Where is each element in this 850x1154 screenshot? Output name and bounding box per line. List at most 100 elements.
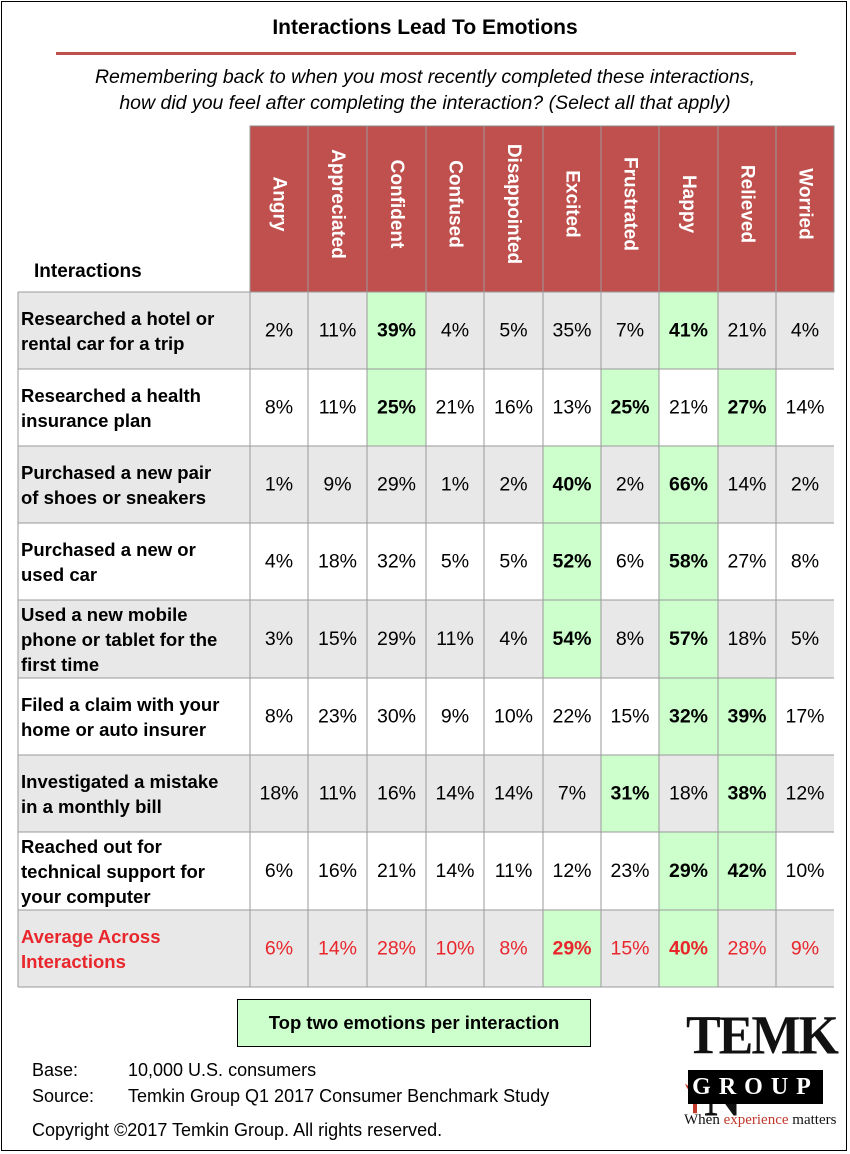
- average-value-cell: 6%: [265, 938, 293, 960]
- question-line-1: Remembering back to when you most recent…: [94, 66, 756, 88]
- base-value: 10,000 U.S. consumers: [128, 1060, 317, 1080]
- top-emotion-highlight: [367, 292, 426, 369]
- value-cell: 3%: [265, 628, 293, 650]
- logo-tagline: When experience matters: [684, 1112, 837, 1128]
- label-line: Researched a hotel or: [21, 307, 215, 329]
- average-value-cell: 29%: [552, 938, 591, 960]
- label-line: rental car for a trip: [21, 332, 185, 354]
- value-cell: 7%: [558, 783, 586, 805]
- column-header-cell: [308, 126, 367, 292]
- top-emotion-highlight: [659, 523, 718, 600]
- column-header-cell: [776, 126, 834, 292]
- value-cell: 41%: [669, 320, 708, 342]
- interaction-label: Used a new mobile phone or tablet for the…: [21, 602, 253, 677]
- value-cell: 54%: [552, 628, 591, 650]
- value-cell: 14%: [435, 860, 474, 882]
- column-header-frustrated: Frustrated: [620, 157, 641, 251]
- logo-group-text: GROUP: [692, 1074, 819, 1100]
- value-cell: 12%: [785, 783, 824, 805]
- label-line: Reached out for: [21, 835, 162, 857]
- value-cell: 14%: [727, 474, 766, 496]
- average-value-cell: 28%: [377, 938, 416, 960]
- column-header-cell: [601, 126, 659, 292]
- interaction-label: Researched a health insurance plan: [21, 383, 253, 433]
- base-label: Base:: [32, 1060, 79, 1080]
- source-value: Temkin Group Q1 2017 Consumer Benchmark …: [128, 1086, 550, 1106]
- value-cell: 31%: [610, 783, 649, 805]
- value-cell: 11%: [495, 860, 533, 882]
- top-emotion-highlight: [718, 678, 776, 755]
- question-line-2: how did you feel after completing the in…: [119, 92, 731, 114]
- value-cell: 21%: [727, 320, 766, 342]
- top-emotion-highlight: [659, 678, 718, 755]
- column-header-cell: [659, 126, 718, 292]
- value-cell: 15%: [610, 706, 649, 728]
- legend-top-two: Top two emotions per interaction: [237, 999, 591, 1047]
- average-value-cell: 15%: [610, 938, 649, 960]
- value-cell: 7%: [616, 320, 644, 342]
- column-header-worried: Worried: [795, 168, 816, 239]
- column-header-relieved: Relieved: [737, 165, 758, 243]
- value-cell: 8%: [616, 628, 644, 650]
- average-value-cell: 9%: [791, 938, 819, 960]
- value-cell: 35%: [552, 320, 591, 342]
- value-cell: 16%: [494, 397, 533, 419]
- value-cell: 22%: [552, 706, 591, 728]
- value-cell: 27%: [727, 551, 766, 573]
- interaction-label: Purchased a new or used car: [21, 537, 253, 587]
- value-cell: 1%: [265, 474, 293, 496]
- value-cell: 8%: [265, 706, 293, 728]
- value-cell: 18%: [727, 628, 766, 650]
- value-cell: 66%: [669, 474, 708, 496]
- value-cell: 1%: [441, 474, 469, 496]
- value-cell: 11%: [319, 397, 357, 419]
- value-cell: 11%: [319, 320, 357, 342]
- value-cell: 32%: [669, 706, 708, 728]
- top-emotion-highlight: [659, 292, 718, 369]
- value-cell: 29%: [377, 474, 416, 496]
- value-cell: 2%: [791, 474, 819, 496]
- value-cell: 23%: [610, 860, 649, 882]
- value-cell: 14%: [494, 783, 533, 805]
- value-cell: 29%: [669, 860, 708, 882]
- value-cell: 16%: [377, 783, 416, 805]
- value-cell: 39%: [377, 320, 416, 342]
- interaction-label: Reached out for technical support for your…: [21, 834, 253, 909]
- top-emotion-highlight: [543, 523, 601, 600]
- value-cell: 11%: [319, 783, 357, 805]
- top-emotion-highlight: [659, 832, 718, 910]
- value-cell: 14%: [435, 783, 474, 805]
- label-line: Used a new mobile: [21, 603, 188, 625]
- source-label: Source:: [32, 1086, 95, 1106]
- column-header-cell: [543, 126, 601, 292]
- column-header-excited: Excited: [562, 170, 583, 238]
- value-cell: 57%: [669, 628, 708, 650]
- value-cell: 12%: [552, 860, 591, 882]
- value-cell: 17%: [785, 706, 824, 728]
- value-cell: 21%: [669, 397, 708, 419]
- value-cell: 4%: [791, 320, 819, 342]
- value-cell: 18%: [318, 551, 357, 573]
- interaction-label: Researched a hotel or rental car for a tr…: [21, 306, 253, 356]
- average-value-cell: 14%: [318, 938, 357, 960]
- column-header-confused: Confused: [445, 160, 466, 248]
- value-cell: 2%: [265, 320, 293, 342]
- top-emotion-highlight: [718, 755, 776, 832]
- label-line: phone or tablet for the: [21, 628, 218, 650]
- label-line: Researched a health: [21, 384, 201, 406]
- value-cell: 40%: [552, 474, 591, 496]
- top-emotion-highlight: [367, 369, 426, 446]
- value-cell: 18%: [669, 783, 708, 805]
- value-cell: 13%: [552, 397, 591, 419]
- value-cell: 29%: [377, 628, 416, 650]
- value-cell: 23%: [318, 706, 357, 728]
- label-line: of shoes or sneakers: [21, 486, 207, 508]
- average-value-cell: 10%: [435, 938, 474, 960]
- top-emotion-highlight: [659, 446, 718, 523]
- value-cell: 9%: [441, 706, 469, 728]
- value-cell: 4%: [265, 551, 293, 573]
- label-line: technical support for: [21, 860, 205, 882]
- column-header-disappointed: Disappointed: [503, 144, 524, 264]
- value-cell: 8%: [791, 551, 819, 573]
